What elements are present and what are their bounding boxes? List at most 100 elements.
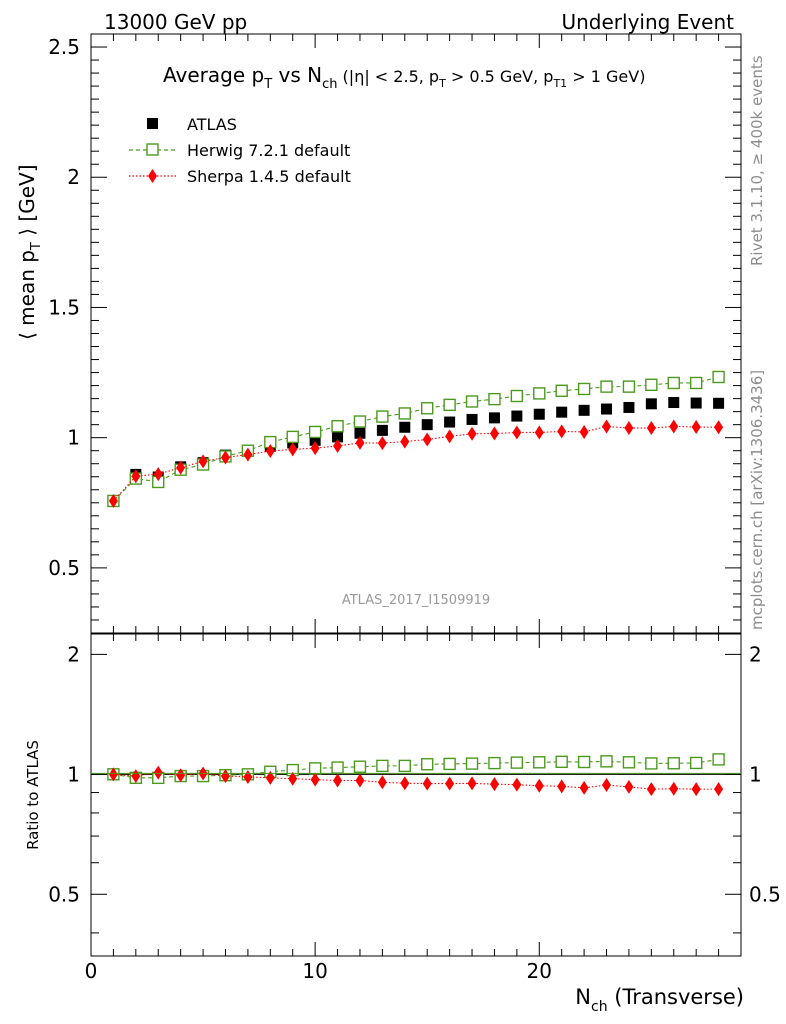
herwig-line [113,376,719,502]
atlas-point [488,412,500,424]
ratio-y-tick-label: 0.5 [48,882,80,906]
sherpa-ratio-point [310,772,320,787]
y-tick-label: 1.5 [48,295,80,319]
sherpa-point [377,436,387,451]
herwig-ratio-point [645,757,658,770]
sherpa-point [691,419,701,434]
main-axis-ticks [90,33,742,633]
atlas-point [399,421,411,433]
herwig-point [465,395,479,408]
herwig-ratio-point [443,757,456,771]
sherpa-ratio-point [131,769,141,784]
sherpa-point [534,425,544,440]
ratio-axis-ticks [90,634,742,956]
main-y-tick-labels: 0.5 1 1.5 2 2.5 [48,35,80,580]
y-tick-label: 2 [67,165,80,189]
legend: ATLAS Herwig 7.2.1 default Sherpa 1.4.5 … [129,115,351,186]
sherpa-point [355,435,365,450]
herwig-ratio-line [113,758,719,779]
herwig-point [622,380,636,393]
herwig-ratio-point [533,756,546,769]
sherpa-point [265,443,275,458]
herwig-ratio-point [353,760,367,773]
legend-herwig-label: Herwig 7.2.1 default [187,141,350,160]
sherpa-ratio-point [265,770,275,785]
sherpa-point [153,467,163,482]
sherpa-point [714,420,724,435]
herwig-ratio-point [376,759,389,773]
analysis-label: ATLAS_2017_I1509919 [342,593,490,608]
ratio-y-axis-label: Ratio to ATLAS [24,740,42,850]
sherpa-ratio-point [489,777,499,792]
herwig-point [443,398,456,412]
sherpa-ratio-point [467,776,477,791]
herwig-point [331,420,344,433]
sherpa-point [333,439,343,454]
sherpa-ratio-point [288,771,298,786]
sherpa-point [400,434,410,449]
sherpa-ratio-point [714,782,724,797]
atlas-point [645,398,657,410]
herwig-ratio-point [421,758,434,771]
herwig-ratio-point [622,756,636,769]
atlas-point [376,424,388,436]
y-tick-label: 2.5 [48,35,80,59]
sherpa-ratio-point [355,773,365,788]
sherpa-ratio-point [422,776,432,791]
legend-atlas-label: ATLAS [187,115,237,134]
x-tick-label: 10 [302,959,327,983]
sherpa-ratio-point [220,769,230,784]
herwig-point [398,407,411,420]
herwig-point [712,370,725,384]
herwig-ratio-point [689,756,703,770]
herwig-point [376,410,389,423]
sherpa-point [669,419,679,434]
sherpa-point [579,424,589,439]
sherpa-ratio-point [445,776,455,791]
herwig-point [510,389,524,403]
sherpa-ratio-point [557,779,567,794]
sherpa-point [288,442,298,457]
sherpa-point [220,450,230,465]
ratio-y-tick-label: 1 [67,762,80,786]
sherpa-point [131,469,141,484]
herwig-ratio-point [712,753,725,766]
legend-sherpa-label: Sherpa 1.4.5 default [187,167,351,186]
sherpa-point [602,419,612,434]
sherpa-ratio-point [602,778,612,793]
atlas-point [601,403,613,415]
atlas-point [354,427,366,439]
rivet-version-label: Rivet 3.1.10, ≥ 400k events [748,55,766,266]
sherpa-point [646,421,656,436]
ratio-series-group [91,753,741,797]
sherpa-ratio-point [669,781,679,796]
sherpa-point [243,447,253,462]
sherpa-point [624,421,634,436]
sherpa-point [557,424,567,439]
sherpa-point [489,426,499,441]
herwig-point [600,380,613,393]
ratio-y-tick-label: 2 [67,642,80,666]
herwig-ratio-point [667,757,680,770]
mcplots-label: mcplots.cern.ch [arXiv:1306.3436] [748,370,766,630]
herwig-point [488,392,501,406]
herwig-ratio-point [577,755,591,769]
legend-sherpa-marker [148,169,157,183]
atlas-point [511,410,523,422]
atlas-point [533,408,545,420]
sherpa-point [108,493,118,508]
atlas-point [578,404,590,416]
sherpa-ratio-point [400,776,410,791]
ratio-y-tick-label-right: 2 [749,642,762,666]
x-axis-label: Nch (Transverse) [575,985,744,1015]
atlas-point [332,431,344,443]
sherpa-ratio-point [377,775,387,790]
atlas-point [466,413,478,425]
herwig-point [667,376,680,390]
x-tick-labels: 0 10 20 [85,959,552,983]
herwig-ratio-point [510,756,524,769]
herwig-ratio-point [331,761,344,774]
ratio-y-tick-label-right: 0.5 [749,882,781,906]
sherpa-ratio-point [579,780,589,795]
